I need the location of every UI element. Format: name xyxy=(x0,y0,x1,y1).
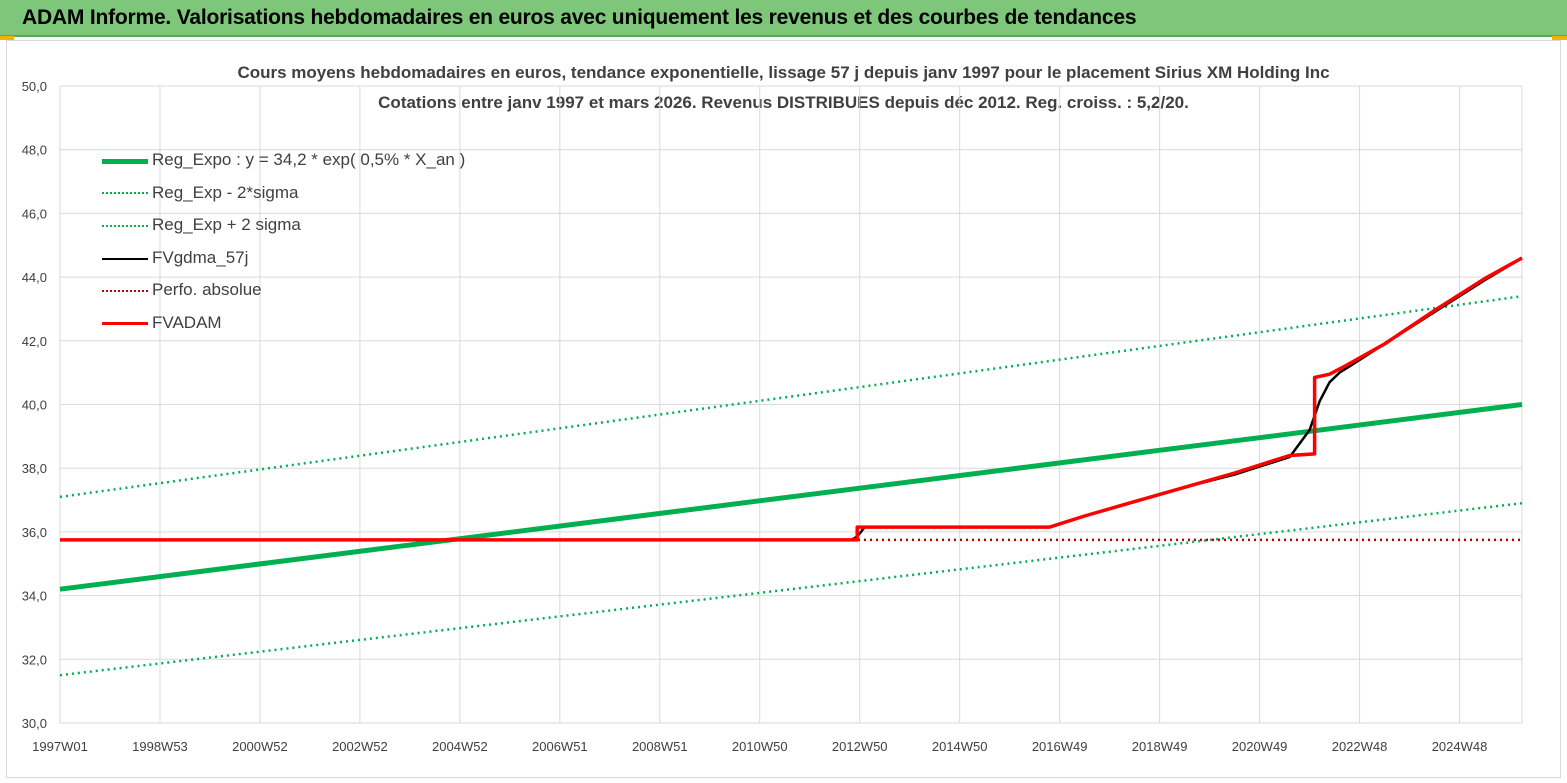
legend-swatch xyxy=(102,290,148,293)
x-tick-label: 2002W52 xyxy=(332,739,388,754)
legend-label: Reg_Exp - 2*sigma xyxy=(152,182,299,202)
x-tick-label: 2022W48 xyxy=(1332,739,1388,754)
x-tick-label: 2014W50 xyxy=(932,739,988,754)
y-tick-label: 44,0 xyxy=(22,270,47,285)
legend-label: Reg_Expo : y = 34,2 * exp( 0,5% * X_an ) xyxy=(152,150,466,169)
series-line-0 xyxy=(59,402,1523,592)
x-tick-label: 2012W50 xyxy=(832,739,888,754)
legend-entry: FVgdma_57j xyxy=(102,248,522,270)
y-tick-label: 34,0 xyxy=(22,589,47,604)
y-tick-label: 48,0 xyxy=(22,143,47,158)
legend-entry: FVADAM xyxy=(102,313,522,335)
legend-swatch xyxy=(102,192,148,195)
legend-label: Reg_Exp + 2 sigma xyxy=(152,215,301,235)
legend-swatch xyxy=(102,224,148,227)
legend-entry: Reg_Exp + 2 sigma xyxy=(102,215,522,237)
chart-frame xyxy=(6,40,1561,778)
corner-mark-right xyxy=(1552,36,1567,40)
x-tick-label: 2016W49 xyxy=(1032,739,1088,754)
y-tick-label: 36,0 xyxy=(22,525,47,540)
series-line-5 xyxy=(60,256,1523,542)
header-bar: ADAM Informe. Valorisations hebdomadaire… xyxy=(0,0,1567,37)
y-tick-label: 38,0 xyxy=(22,461,47,476)
y-tick-label: 50,0 xyxy=(22,79,47,94)
y-tick-label: 46,0 xyxy=(22,206,47,221)
x-tick-label: 2010W50 xyxy=(732,739,788,754)
x-tick-label: 1997W01 xyxy=(32,739,88,754)
x-tick-label: 2024W48 xyxy=(1432,739,1488,754)
x-tick-label: 2008W51 xyxy=(632,739,688,754)
chart-title-line1: Cours moyens hebdomadaires en euros, ten… xyxy=(237,63,1330,82)
legend-label: FVgdma_57j xyxy=(152,247,249,267)
y-tick-label: 32,0 xyxy=(22,652,47,667)
chart-title-line2: Cotations entre janv 1997 et mars 2026. … xyxy=(378,93,1189,112)
x-tick-label: 1998W53 xyxy=(132,739,188,754)
corner-mark-left xyxy=(0,36,14,40)
y-tick-label: 40,0 xyxy=(22,398,47,413)
page-title: ADAM Informe. Valorisations hebdomadaire… xyxy=(22,6,1137,29)
legend-entry: Reg_Exp - 2*sigma xyxy=(102,183,522,205)
x-tick-label: 2004W52 xyxy=(432,739,488,754)
legend-swatch xyxy=(102,257,148,260)
y-tick-label: 30,0 xyxy=(22,716,47,731)
x-tick-label: 2006W51 xyxy=(532,739,588,754)
legend-entry: Reg_Expo : y = 34,2 * exp( 0,5% * X_an ) xyxy=(102,150,522,172)
legend-swatch xyxy=(102,158,148,164)
legend-label: FVADAM xyxy=(152,313,222,332)
x-tick-label: 2018W49 xyxy=(1132,739,1188,754)
legend-entry: Perfo. absolue xyxy=(102,280,522,302)
legend-label: Perfo. absolue xyxy=(152,280,262,300)
y-tick-label: 42,0 xyxy=(22,334,47,349)
legend-swatch xyxy=(102,322,148,326)
x-tick-label: 2020W49 xyxy=(1232,739,1288,754)
x-tick-label: 2000W52 xyxy=(232,739,288,754)
series-line-1 xyxy=(59,501,1523,677)
